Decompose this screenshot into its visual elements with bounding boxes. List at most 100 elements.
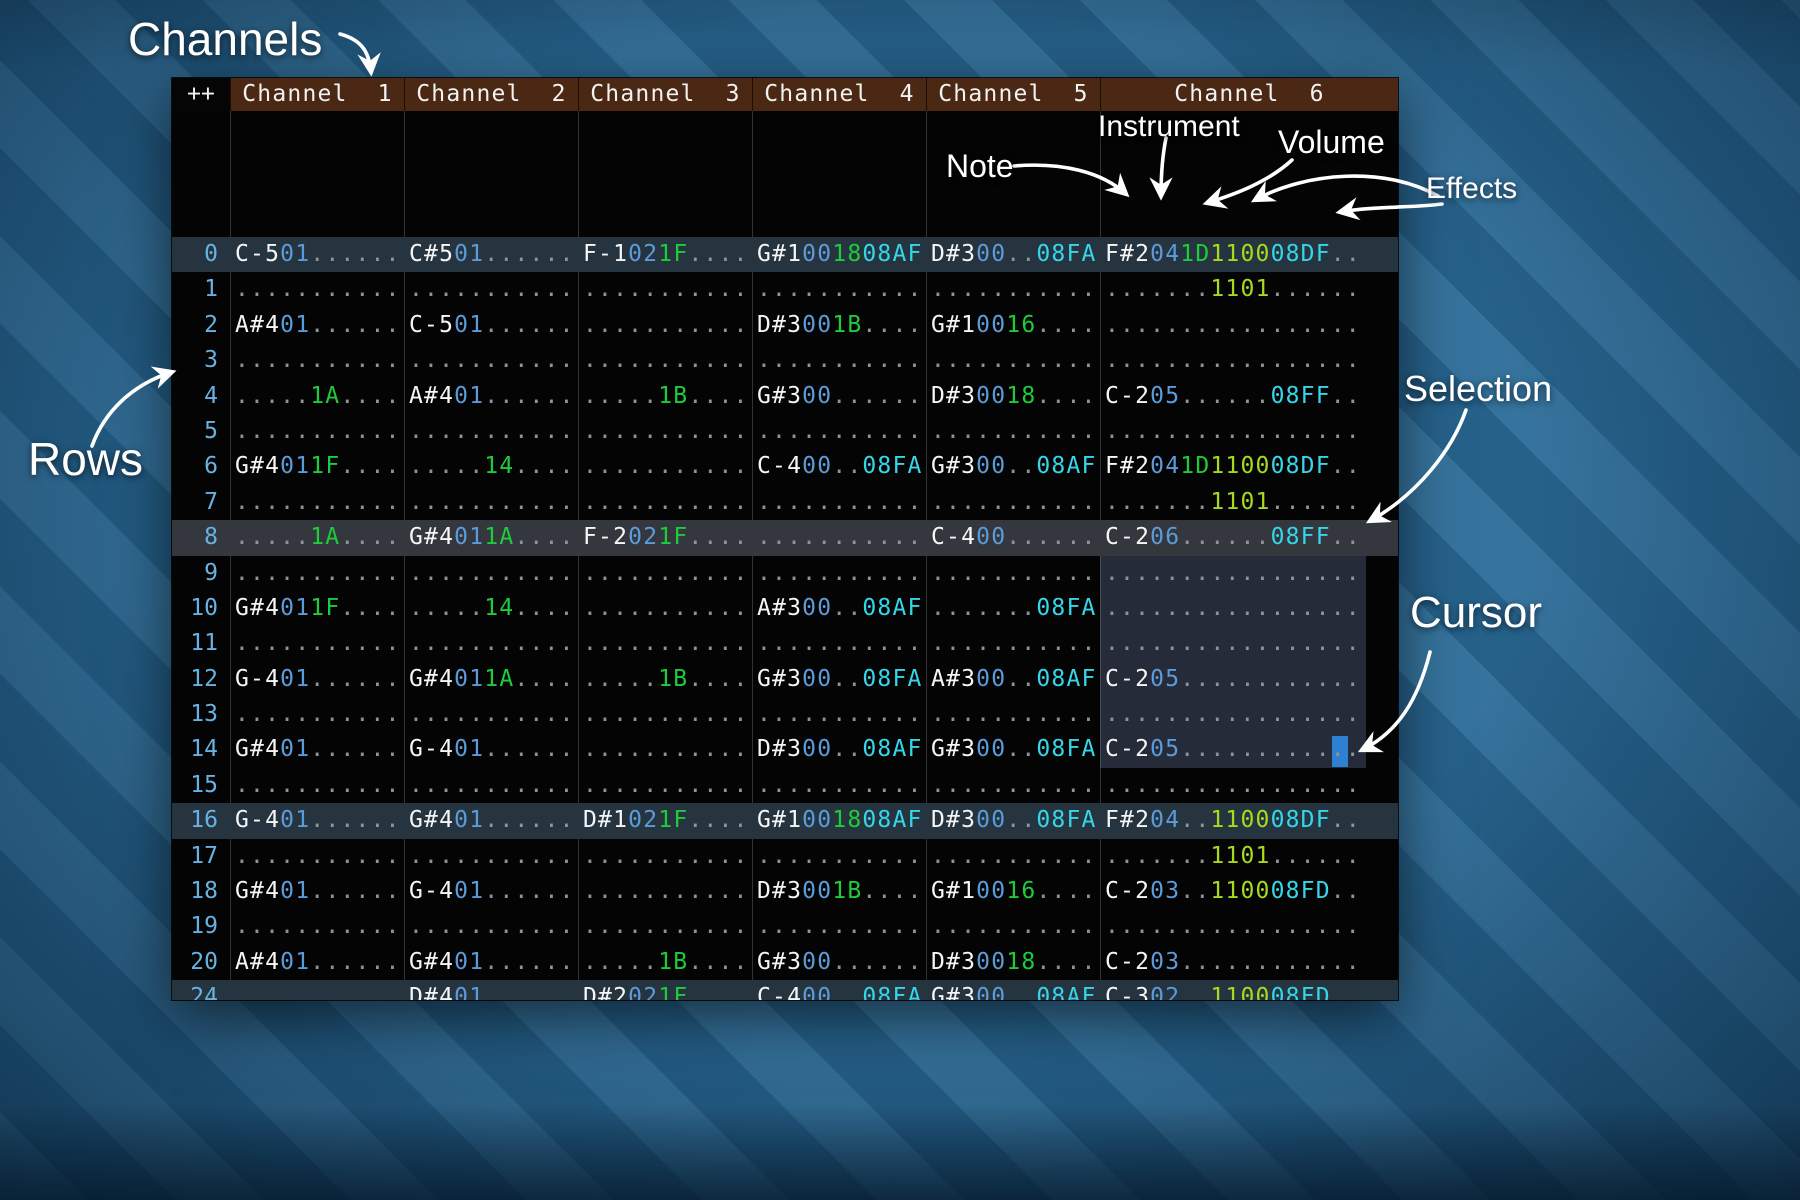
pattern-cell[interactable]: G#300..08FA xyxy=(757,665,923,692)
pattern-cell[interactable]: G#10016.... xyxy=(931,878,1097,905)
pattern-cell[interactable]: ........... xyxy=(931,842,1097,869)
pattern-cell[interactable]: ........... xyxy=(583,842,749,869)
pattern-cell[interactable]: G#300..08AF xyxy=(931,984,1097,1000)
pattern-cell[interactable]: ........... xyxy=(757,771,923,798)
pattern-cell[interactable]: ........... xyxy=(235,417,401,444)
pattern-cell[interactable]: C#501...... xyxy=(409,241,575,267)
pattern-cell[interactable]: .......1101...... xyxy=(1105,276,1361,303)
pattern-cell[interactable]: ........... xyxy=(235,559,401,586)
pattern-cell[interactable]: ........... xyxy=(583,913,749,940)
pattern-cell[interactable]: ........... xyxy=(757,417,923,444)
channel-header[interactable]: Channel 5 xyxy=(926,78,1100,111)
pattern-cell[interactable]: C-205............ xyxy=(1105,665,1361,692)
pattern-cell[interactable]: G#300...... xyxy=(757,948,923,975)
pattern-cell[interactable]: ........... xyxy=(409,417,575,444)
pattern-cell[interactable]: ........... xyxy=(757,630,923,657)
pattern-cell[interactable]: C-400..08FA xyxy=(757,453,923,480)
pattern-cell[interactable]: G#300..08AF xyxy=(931,453,1097,480)
pattern-cell[interactable]: D#300..08AF xyxy=(757,736,923,763)
pattern-cell[interactable]: ................. xyxy=(1105,347,1361,374)
pattern-cell[interactable]: ........... xyxy=(583,276,749,303)
pattern-cell[interactable]: G-401...... xyxy=(235,807,401,834)
pattern-cell[interactable]: ........... xyxy=(235,771,401,798)
pattern-cell[interactable]: A#401...... xyxy=(235,948,401,975)
pattern-cell[interactable]: ........... xyxy=(409,630,575,657)
pattern-cell[interactable]: G-401...... xyxy=(409,736,575,763)
pattern-cell[interactable]: C-205......08FF.. xyxy=(1105,382,1361,409)
pattern-cell[interactable]: ........... xyxy=(409,488,575,515)
pattern-cell[interactable]: ........... xyxy=(757,347,923,374)
pattern-cell[interactable]: G#401...... xyxy=(409,948,575,975)
pattern-cell[interactable]: D#30018.... xyxy=(931,382,1097,409)
pattern-cell[interactable]: ................. xyxy=(1105,594,1361,621)
pattern-cell[interactable]: ........... xyxy=(583,701,749,728)
pattern-cell[interactable]: D#3001B.... xyxy=(757,878,923,905)
pattern-cell[interactable]: .......1101...... xyxy=(1105,842,1361,869)
pattern-cell[interactable]: G-401...... xyxy=(235,665,401,692)
pattern-cell[interactable]: A#401...... xyxy=(409,382,575,409)
pattern-cell[interactable]: G#401...... xyxy=(409,807,575,834)
pattern-cell[interactable]: ................. xyxy=(1105,311,1361,338)
pattern-cell[interactable]: G-401...... xyxy=(409,878,575,905)
pattern-cell[interactable]: ........... xyxy=(757,488,923,515)
pattern-cell[interactable]: G#300..08FA xyxy=(931,736,1097,763)
pattern-cell[interactable]: .....1B.... xyxy=(583,382,749,409)
channel-header[interactable]: Channel 2 xyxy=(404,78,578,111)
pattern-cell[interactable]: ........... xyxy=(409,842,575,869)
pattern-cell[interactable]: G#10016.... xyxy=(931,311,1097,338)
pattern-cell[interactable]: ........... xyxy=(235,913,401,940)
pattern-cell[interactable]: G#1001808AF xyxy=(757,241,923,267)
pattern-cell[interactable]: G#4011F.... xyxy=(235,453,401,480)
pattern-cell[interactable]: ........... xyxy=(409,347,575,374)
pattern-cell[interactable]: C-203............ xyxy=(1105,948,1361,975)
pattern-cell[interactable]: D#401...... xyxy=(409,984,575,1000)
pattern-cell[interactable]: ................. xyxy=(1105,701,1361,728)
pattern-cell[interactable]: ........... xyxy=(931,913,1097,940)
pattern-cell[interactable]: ........... xyxy=(583,878,749,905)
pattern-cell[interactable]: C-302..110008FD.. xyxy=(1105,984,1361,1000)
pattern-cell[interactable]: ........... xyxy=(583,771,749,798)
pattern-cell[interactable]: ........... xyxy=(931,417,1097,444)
pattern-cell[interactable]: C-501...... xyxy=(235,241,401,267)
pattern-cell[interactable]: G#401...... xyxy=(235,878,401,905)
pattern-cell[interactable]: ........... xyxy=(757,913,923,940)
pattern-cell[interactable]: .....14.... xyxy=(409,594,575,621)
pattern-cell[interactable]: C-205............ xyxy=(1105,736,1361,763)
pattern-cell[interactable]: ........... xyxy=(235,630,401,657)
pattern-cell[interactable]: ........... xyxy=(409,276,575,303)
pattern-cell[interactable]: ........... xyxy=(931,771,1097,798)
pattern-cell[interactable]: .......08FA xyxy=(931,594,1097,621)
pattern-cell[interactable]: ........... xyxy=(757,276,923,303)
pattern-cell[interactable]: C-400..08FA xyxy=(757,984,923,1000)
pattern-cell[interactable]: ........... xyxy=(583,630,749,657)
pattern-cell[interactable]: ........... xyxy=(409,771,575,798)
pattern-cell[interactable]: ........... xyxy=(583,736,749,763)
pattern-cell[interactable]: ........... xyxy=(757,842,923,869)
pattern-cell[interactable]: A#300..08AF xyxy=(757,594,923,621)
pattern-cell[interactable]: ........... xyxy=(409,701,575,728)
pattern-cell[interactable]: G#4011A.... xyxy=(409,524,575,551)
channel-header[interactable]: Channel 1 xyxy=(230,78,404,111)
pattern-cell[interactable]: .....1B.... xyxy=(583,665,749,692)
pattern-cell[interactable]: A#401...... xyxy=(235,311,401,338)
pattern-cell[interactable]: G#4011F.... xyxy=(235,594,401,621)
pattern-cell[interactable]: ........... xyxy=(235,701,401,728)
pattern-cell[interactable]: ........... xyxy=(583,417,749,444)
pattern-cell[interactable]: C-501...... xyxy=(409,311,575,338)
pattern-cell[interactable]: G#4011A.... xyxy=(409,665,575,692)
pattern-cell[interactable]: ........... xyxy=(235,276,401,303)
pattern-cell[interactable]: G#401...... xyxy=(235,736,401,763)
pattern-cell[interactable]: G#1001808AF xyxy=(757,807,923,834)
channel-header[interactable]: Channel 3 xyxy=(578,78,752,111)
pattern-cell[interactable]: F-1021F.... xyxy=(583,241,749,267)
pattern-cell[interactable]: ........... xyxy=(583,311,749,338)
pattern-cell[interactable]: ................. xyxy=(1105,559,1361,586)
pattern-cell[interactable]: ........... xyxy=(583,559,749,586)
pattern-cell[interactable]: .....14.... xyxy=(409,453,575,480)
pattern-cell[interactable]: A#300..08AF xyxy=(931,665,1097,692)
pattern-cell[interactable]: .....1A.... xyxy=(235,382,401,409)
pattern-cell[interactable]: ........... xyxy=(583,453,749,480)
pattern-cell[interactable]: ........... xyxy=(409,913,575,940)
pattern-cell[interactable]: ........... xyxy=(235,488,401,515)
pattern-cell[interactable]: ........... xyxy=(931,276,1097,303)
